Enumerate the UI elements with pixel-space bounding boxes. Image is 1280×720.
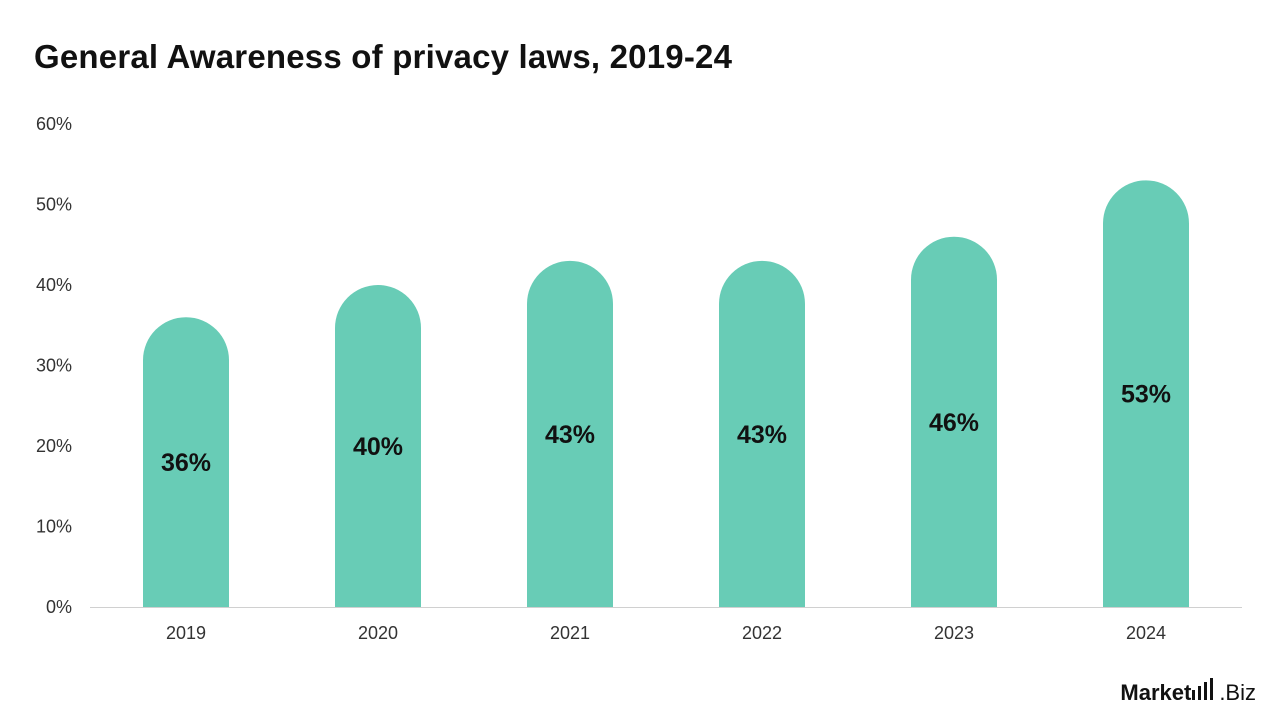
- bar-value-label: 53%: [1121, 381, 1171, 409]
- brand-text-bold: Market: [1120, 680, 1192, 705]
- brand-logo: Market .Biz: [1120, 676, 1256, 706]
- bar-2019: [143, 317, 229, 607]
- y-tick-label: 0%: [46, 597, 72, 617]
- y-tick-label: 50%: [36, 195, 72, 215]
- bar-2020: [335, 285, 421, 607]
- bar-value-label: 40%: [353, 433, 403, 461]
- brand-text-rest: .Biz: [1219, 680, 1256, 705]
- bar-value-label: 43%: [545, 421, 595, 449]
- x-tick-label: 2022: [742, 623, 782, 643]
- y-tick-label: 30%: [36, 356, 72, 376]
- bar-2024: [1103, 180, 1189, 607]
- bar-value-label: 36%: [161, 449, 211, 477]
- x-tick-label: 2019: [166, 623, 206, 643]
- bar-2023: [911, 236, 997, 607]
- chart-title: General Awareness of privacy laws, 2019-…: [34, 38, 733, 75]
- bar-2022: [719, 260, 805, 607]
- y-tick-label: 20%: [36, 436, 72, 456]
- x-tick-label: 2021: [550, 623, 590, 643]
- x-tick-label: 2024: [1126, 623, 1166, 643]
- y-tick-label: 10%: [36, 517, 72, 537]
- x-tick-label: 2020: [358, 623, 398, 643]
- bar-2021: [527, 260, 613, 607]
- x-tick-label: 2023: [934, 623, 974, 643]
- y-axis-ticks: 0% 10% 20% 30% 40% 50% 60%: [36, 114, 72, 617]
- bar-chart-icon: [1191, 676, 1217, 706]
- bars-group: 36% 40% 43% 43% 46% 53%: [143, 180, 1189, 607]
- x-axis-ticks: 2019 2020 2021 2022 2023 2024: [166, 623, 1166, 643]
- y-tick-label: 60%: [36, 114, 72, 134]
- bar-value-label: 46%: [929, 409, 979, 437]
- y-tick-label: 40%: [36, 275, 72, 295]
- bar-value-label: 43%: [737, 421, 787, 449]
